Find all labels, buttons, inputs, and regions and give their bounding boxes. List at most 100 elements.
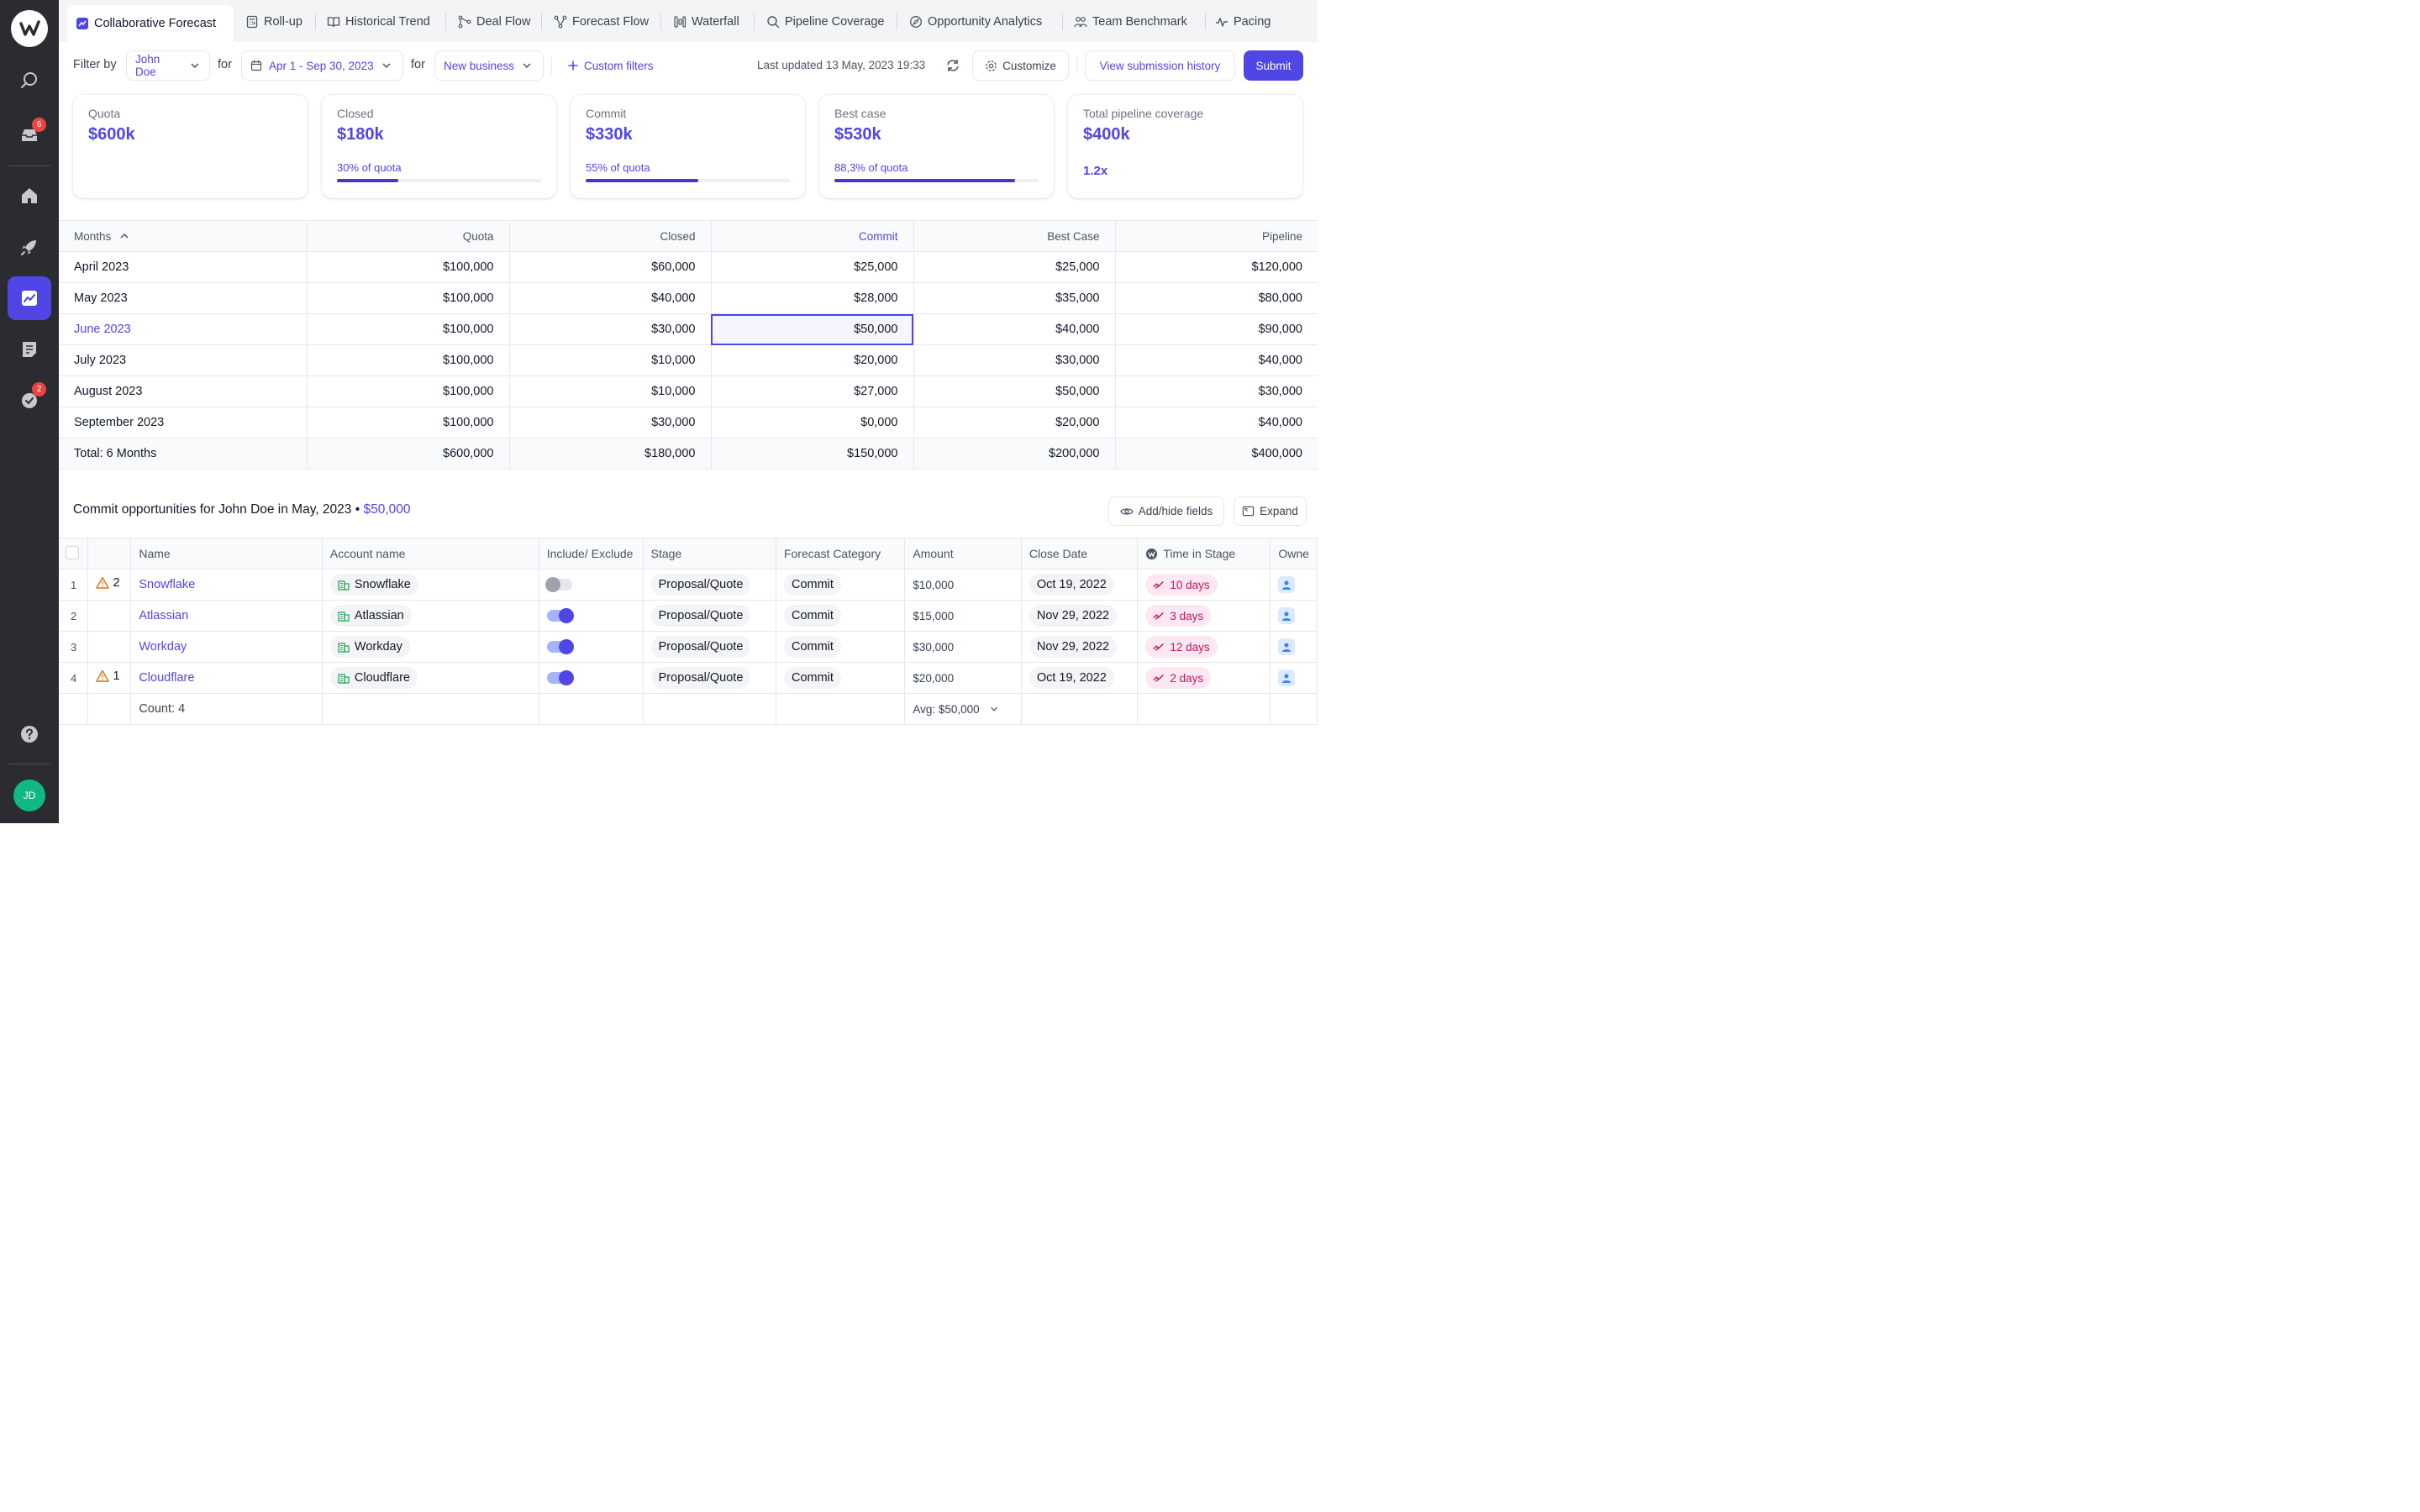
search-nav-button[interactable] bbox=[8, 59, 51, 102]
select-all-header[interactable] bbox=[59, 538, 89, 570]
tab-forecast-flow[interactable]: Forecast Flow bbox=[545, 7, 657, 37]
include-toggle[interactable] bbox=[546, 608, 574, 624]
tasks-nav-button[interactable] bbox=[8, 379, 51, 423]
custom-filters-button[interactable]: Custom filters bbox=[567, 50, 654, 81]
notes-nav-button[interactable] bbox=[8, 328, 51, 371]
forecast-category-pill[interactable]: Commit bbox=[783, 574, 841, 596]
opportunity-name-link[interactable]: Atlassian bbox=[130, 600, 323, 632]
month-row[interactable]: September 2023 $100,000 $30,000 $0,000 $20,0… bbox=[59, 407, 1318, 438]
tab-opportunity-analytics[interactable]: Opportunity Analytics bbox=[901, 7, 1050, 37]
month-cell-commit[interactable]: $50,000 bbox=[711, 313, 914, 345]
month-row[interactable]: July 2023 $100,000 $10,000 $20,000 $30,000 $4… bbox=[59, 344, 1318, 376]
amount-cell[interactable]: $10,000 bbox=[904, 569, 1022, 601]
column-header-time-in-stage[interactable]: Time in Stage bbox=[1137, 538, 1271, 570]
month-cell-pipeline[interactable]: $40,000 bbox=[1115, 407, 1318, 438]
opportunity-name-link[interactable]: Workday bbox=[130, 631, 323, 663]
forecast-nav-button[interactable] bbox=[8, 276, 51, 320]
column-header-closed[interactable]: Closed bbox=[509, 220, 712, 252]
warning-indicator[interactable]: 2 bbox=[96, 576, 120, 590]
month-row[interactable]: June 2023 $100,000 $30,000 $50,000 $40,000 $9… bbox=[59, 313, 1318, 345]
month-row[interactable]: August 2023 $100,000 $10,000 $27,000 $50,000… bbox=[59, 375, 1318, 407]
month-cell-closed[interactable]: $30,000 bbox=[509, 313, 712, 345]
category-dropdown[interactable]: New business bbox=[434, 50, 544, 81]
column-header-owner[interactable]: Owne bbox=[1270, 538, 1318, 570]
owner-avatar[interactable] bbox=[1278, 638, 1296, 655]
help-nav-button[interactable] bbox=[8, 712, 51, 756]
add-hide-fields-button[interactable]: Add/hide fields bbox=[1108, 496, 1224, 526]
owner-avatar[interactable] bbox=[1278, 669, 1296, 686]
date-range-dropdown[interactable]: Apr 1 - Sep 30, 2023 bbox=[241, 50, 403, 81]
account-pill[interactable]: Workday bbox=[329, 636, 410, 658]
expand-button[interactable]: Expand bbox=[1234, 496, 1307, 526]
stage-pill[interactable]: Proposal/Quote bbox=[650, 636, 751, 658]
app-logo[interactable] bbox=[11, 10, 48, 47]
column-header-pipeline[interactable]: Pipeline bbox=[1115, 220, 1318, 252]
month-cell-best-case[interactable]: $25,000 bbox=[913, 251, 1116, 283]
opportunity-name-link[interactable]: Snowflake bbox=[130, 569, 323, 601]
close-date-pill[interactable]: Oct 19, 2022 bbox=[1028, 667, 1114, 689]
stage-pill[interactable]: Proposal/Quote bbox=[650, 605, 751, 627]
owner-avatar[interactable] bbox=[1278, 606, 1296, 624]
account-pill[interactable]: Snowflake bbox=[329, 574, 418, 596]
opportunity-row[interactable]: 4 1 Cloudflare Cloudflare Proposal/Quote Comm… bbox=[59, 662, 1318, 694]
owner-cell[interactable] bbox=[1270, 662, 1318, 694]
warning-cell[interactable]: 1 bbox=[87, 662, 132, 694]
month-cell-commit[interactable]: $28,000 bbox=[711, 282, 914, 314]
month-cell-commit[interactable]: $27,000 bbox=[711, 375, 914, 407]
month-cell-best-case[interactable]: $30,000 bbox=[913, 344, 1116, 376]
user-avatar[interactable]: JD bbox=[13, 780, 45, 811]
forecast-category-pill[interactable]: Commit bbox=[783, 605, 841, 627]
submit-button[interactable]: Submit bbox=[1244, 50, 1303, 81]
month-row[interactable]: May 2023 $100,000 $40,000 $28,000 $35,000 $80… bbox=[59, 282, 1318, 314]
month-cell-best-case[interactable]: $20,000 bbox=[913, 407, 1116, 438]
month-cell-quota[interactable]: $100,000 bbox=[307, 344, 510, 376]
warning-cell[interactable] bbox=[87, 631, 132, 663]
month-cell-quota[interactable]: $100,000 bbox=[307, 251, 510, 283]
inbox-nav-button[interactable] bbox=[8, 113, 51, 157]
month-cell-pipeline[interactable]: $120,000 bbox=[1115, 251, 1318, 283]
column-header-forecast-category[interactable]: Forecast Category bbox=[776, 538, 906, 570]
opportunity-name-link[interactable]: Cloudflare bbox=[130, 662, 323, 694]
home-nav-button[interactable] bbox=[8, 174, 51, 218]
refresh-button[interactable] bbox=[945, 50, 960, 81]
tab-pacing[interactable]: Pacing bbox=[1207, 7, 1279, 37]
stage-pill[interactable]: Proposal/Quote bbox=[650, 574, 751, 596]
column-header-name[interactable]: Name bbox=[130, 538, 323, 570]
column-header-months[interactable]: Months bbox=[59, 220, 308, 252]
avg-summary-dropdown[interactable]: Avg: $50,000 bbox=[904, 693, 1022, 725]
month-cell-quota[interactable]: $100,000 bbox=[307, 282, 510, 314]
include-toggle[interactable] bbox=[546, 670, 574, 686]
owner-cell[interactable] bbox=[1270, 600, 1318, 632]
month-cell-closed[interactable]: $40,000 bbox=[509, 282, 712, 314]
month-cell-pipeline[interactable]: $80,000 bbox=[1115, 282, 1318, 314]
month-cell-closed[interactable]: $10,000 bbox=[509, 375, 712, 407]
month-cell-quota[interactable]: $100,000 bbox=[307, 313, 510, 345]
owner-avatar[interactable] bbox=[1278, 575, 1296, 593]
owner-cell[interactable] bbox=[1270, 631, 1318, 663]
customize-button[interactable]: Customize bbox=[972, 50, 1069, 81]
forecast-category-pill[interactable]: Commit bbox=[783, 667, 841, 689]
month-cell-best-case[interactable]: $35,000 bbox=[913, 282, 1116, 314]
select-all-checkbox[interactable] bbox=[66, 545, 79, 559]
column-header-account-name[interactable]: Account name bbox=[322, 538, 539, 570]
month-cell-closed[interactable]: $10,000 bbox=[509, 344, 712, 376]
amount-cell[interactable]: $30,000 bbox=[904, 631, 1022, 663]
rocket-nav-button[interactable] bbox=[8, 225, 51, 269]
month-row[interactable]: April 2023 $100,000 $60,000 $25,000 $25,000 $… bbox=[59, 251, 1318, 283]
tab-waterfall[interactable]: Waterfall bbox=[665, 7, 748, 37]
month-cell-quota[interactable]: $100,000 bbox=[307, 375, 510, 407]
include-toggle[interactable] bbox=[544, 577, 572, 593]
warning-indicator[interactable]: 1 bbox=[96, 669, 120, 683]
include-toggle[interactable] bbox=[546, 639, 574, 655]
month-cell-closed[interactable]: $30,000 bbox=[509, 407, 712, 438]
user-dropdown[interactable]: John Doe bbox=[126, 50, 210, 81]
month-cell-quota[interactable]: $100,000 bbox=[307, 407, 510, 438]
month-cell-commit[interactable]: $25,000 bbox=[711, 251, 914, 283]
column-header-stage[interactable]: Stage bbox=[643, 538, 776, 570]
tab-historical-trend[interactable]: Historical Trend bbox=[318, 7, 439, 37]
warning-cell[interactable]: 2 bbox=[87, 569, 132, 601]
owner-cell[interactable] bbox=[1270, 569, 1318, 601]
column-header-quota[interactable]: Quota bbox=[307, 220, 510, 252]
close-date-pill[interactable]: Oct 19, 2022 bbox=[1028, 574, 1114, 596]
month-cell-closed[interactable]: $60,000 bbox=[509, 251, 712, 283]
